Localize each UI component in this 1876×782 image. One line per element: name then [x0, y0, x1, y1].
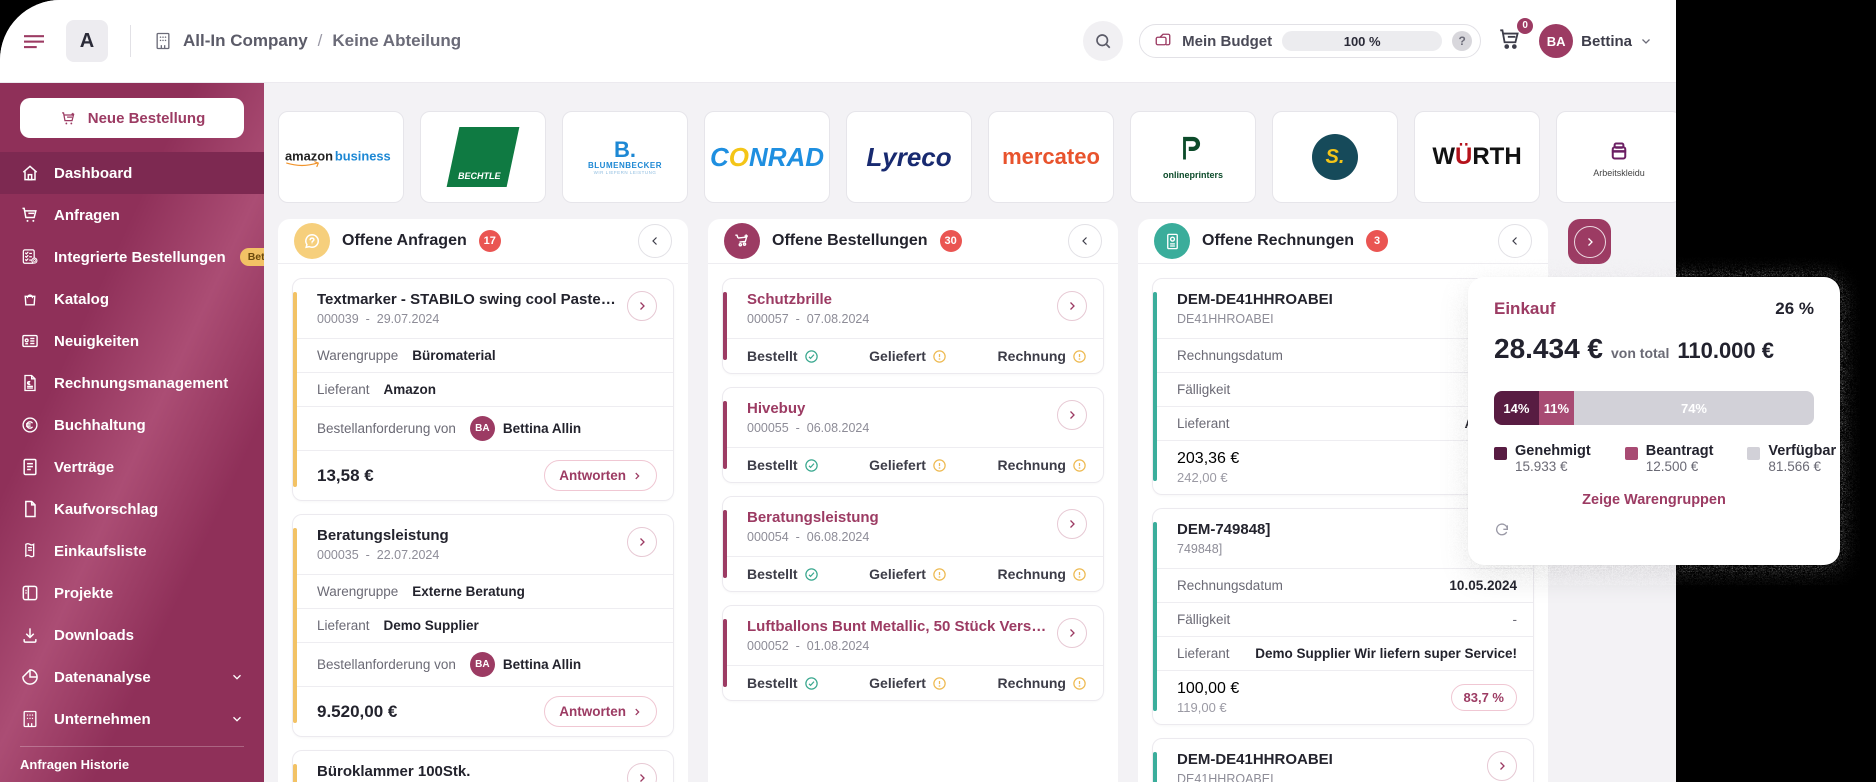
- svg-text:business: business: [335, 148, 391, 163]
- svg-text:amazon: amazon: [285, 148, 333, 163]
